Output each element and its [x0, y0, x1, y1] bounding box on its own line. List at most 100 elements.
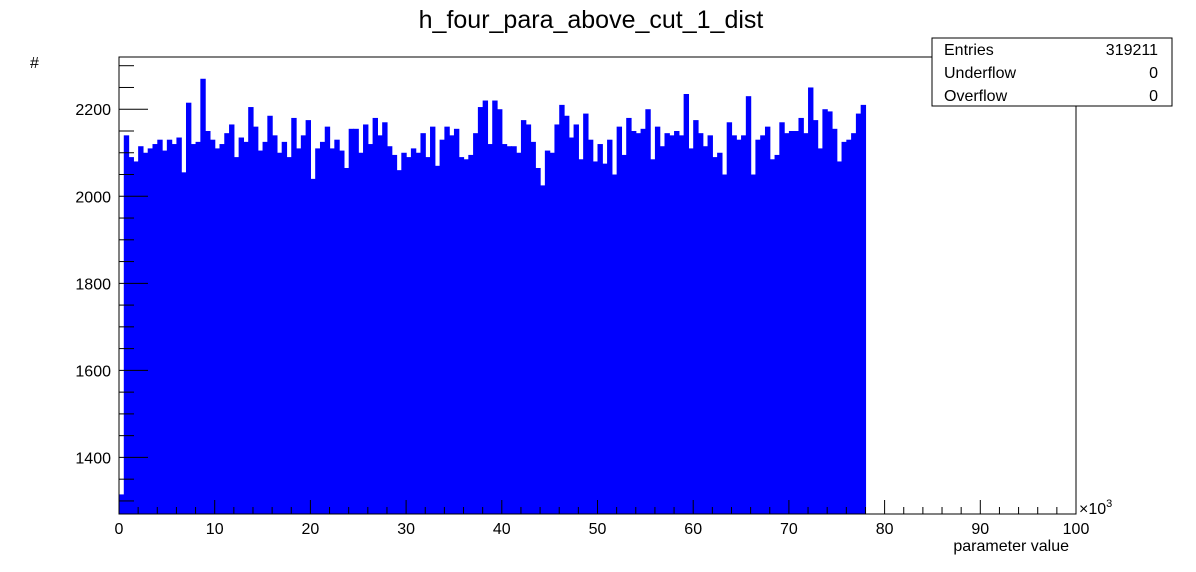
histogram-bar	[267, 115, 273, 514]
histogram-bar	[544, 150, 551, 515]
histogram-bar	[851, 133, 857, 514]
histogram-bar	[162, 150, 168, 515]
x-tick-label: 0	[115, 521, 124, 538]
histogram-bar	[243, 141, 249, 514]
histogram-bar	[721, 174, 728, 514]
x-tick-label: 70	[780, 521, 798, 538]
histogram-bar	[712, 157, 718, 514]
histogram-bar	[836, 161, 843, 514]
histogram-bar	[415, 152, 422, 514]
y-axis: 1400 1600 1800 2000 2200	[75, 65, 148, 502]
histogram-bar	[554, 124, 560, 514]
y-tick-label: 2200	[75, 102, 111, 119]
x-tick-label: 100	[1063, 521, 1090, 538]
histogram-bar	[616, 126, 623, 514]
chart-title: h_four_para_above_cut_1_dist	[419, 6, 764, 34]
histogram-bar	[741, 135, 747, 515]
histogram-bar	[224, 133, 230, 514]
histogram-bar	[348, 128, 355, 515]
histogram-bar	[592, 161, 599, 514]
histogram-bar	[209, 139, 216, 514]
histogram-bars	[119, 78, 867, 515]
histogram-bar	[444, 126, 450, 514]
histogram-bar	[793, 130, 800, 514]
histogram-bar	[702, 146, 709, 514]
y-tick-label: 1800	[75, 276, 111, 293]
histogram-bar	[583, 113, 589, 514]
histogram-bar	[205, 130, 211, 514]
histogram-bar	[831, 128, 838, 515]
histogram-bar	[257, 150, 264, 515]
histogram-bar	[482, 100, 489, 515]
histogram-bar	[607, 139, 613, 514]
histogram-bar	[846, 139, 852, 514]
histogram-bar	[319, 141, 326, 514]
histogram-bar	[372, 117, 378, 514]
histogram-bar	[697, 133, 704, 514]
histogram-bar	[420, 133, 426, 514]
histogram-bar	[841, 141, 847, 514]
histogram-bar	[477, 107, 484, 515]
histogram-bar	[659, 146, 666, 514]
histogram-bar	[334, 139, 340, 514]
histogram-bar	[473, 133, 479, 514]
histogram-bar	[678, 135, 685, 515]
histogram-bar	[262, 141, 268, 514]
histogram-bar	[822, 109, 828, 514]
histogram-bar	[310, 178, 316, 514]
histogram-bar	[233, 157, 240, 514]
stats-entries-label: Entries	[944, 42, 994, 59]
x-tick-label: 30	[397, 521, 415, 538]
histogram-bar	[525, 124, 532, 514]
histogram-bar	[511, 146, 517, 514]
histogram-bar	[358, 152, 364, 514]
histogram-bar	[300, 135, 307, 515]
histogram-bar	[501, 144, 508, 515]
histogram-bar	[492, 100, 498, 515]
histogram-bar	[425, 157, 431, 514]
y-tick-label: 2000	[75, 189, 111, 206]
histogram-bar	[860, 104, 867, 514]
histogram-bar	[276, 152, 283, 514]
histogram-bar	[315, 148, 321, 514]
histogram-bar	[573, 124, 579, 514]
histogram-bar	[229, 124, 235, 514]
histogram-bar	[453, 128, 460, 515]
histogram-bar	[339, 150, 345, 515]
histogram-bar	[329, 148, 335, 514]
y-axis-label: #	[30, 55, 39, 72]
histogram-bar	[238, 137, 245, 514]
histogram-bar	[774, 154, 780, 514]
histogram-bar	[128, 157, 134, 514]
histogram-bar	[540, 185, 546, 514]
x-tick-label: 90	[971, 521, 989, 538]
histogram-bar	[176, 137, 182, 514]
histogram-bar	[506, 146, 512, 514]
histogram-bar	[410, 148, 417, 514]
histogram-bar	[200, 78, 206, 514]
histogram-bar	[123, 135, 130, 515]
x-axis: 0 10 20 30 40 50 60 70 80 90 100	[115, 500, 1090, 538]
histogram-bar	[458, 157, 465, 514]
histogram-bar	[324, 126, 331, 514]
histogram-bar	[645, 109, 651, 514]
histogram-bar	[142, 152, 149, 514]
histogram-bar	[291, 117, 297, 514]
histogram-bar	[803, 133, 809, 514]
histogram-bar	[487, 144, 493, 515]
histogram-bar	[157, 139, 163, 514]
histogram-bar	[449, 135, 455, 515]
histogram-bar	[468, 154, 474, 514]
x-tick-label: 60	[684, 521, 702, 538]
x-tick-label: 40	[493, 521, 511, 538]
histogram-bar	[549, 152, 556, 514]
histogram-bar	[693, 120, 699, 514]
histogram-bar	[669, 135, 675, 515]
histogram-bar	[382, 122, 388, 515]
histogram-bar	[611, 174, 618, 514]
histogram-bar	[497, 109, 503, 514]
histogram-bar	[152, 144, 158, 515]
x-axis-multiplier: ×103	[1079, 498, 1112, 518]
histogram-bar	[138, 146, 144, 514]
